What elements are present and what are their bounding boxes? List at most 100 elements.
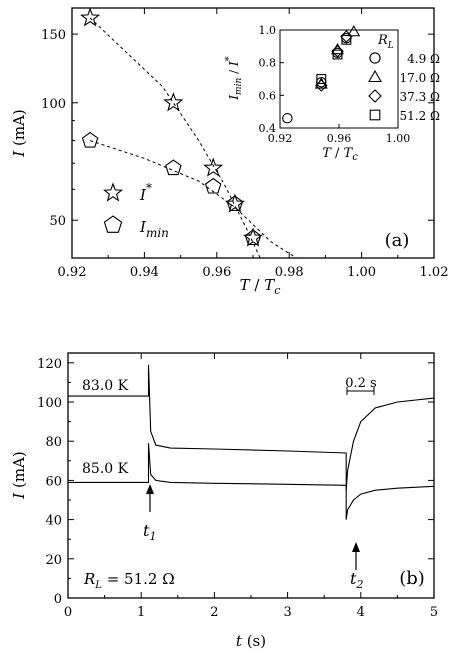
trace-label-83k: 83.0 K [82,378,129,394]
t1-label: t1 [143,521,156,543]
panel-a-x-label: T / Tc [240,276,281,297]
b-y-tick-label: 80 [45,435,62,450]
inset-legend-label: 51.2 Ω [400,109,441,123]
pentagon-point [165,159,182,176]
legend-star-marker [102,182,124,202]
inset-legend-diamond [368,89,382,103]
b-y-tick-label: 20 [45,553,62,568]
pentagon-point [244,229,262,246]
pentagon-point [81,131,99,148]
pentagon-point [226,195,244,212]
legend-label-i-star: I* [139,181,152,204]
inset-y-tick-label: 0.6 [259,89,277,102]
scale-bar: 0.2 s [345,376,377,395]
inset-y-tick-label: 0.8 [259,57,277,70]
x-tick-label: 0.96 [202,265,231,280]
y-tick-label: 50 [49,214,66,229]
y-tick-label: 150 [41,28,66,43]
panel-b-x-ticks: 0 1 2 3 4 5 [64,353,438,620]
inset-y-tick-label: 0.4 [259,122,277,135]
t2-arrow: t2 [350,542,363,591]
panel-a-y-label: I (mA) [10,109,28,157]
b-y-tick-label: 60 [45,474,62,489]
trace-85k [68,443,435,520]
legend-label-i-min: Imin [139,218,169,240]
legend-pentagon [103,215,123,233]
pentagon-point [204,177,222,194]
star-point [242,227,264,247]
inset: 0.92 0.96 1.00 0.4 0.6 0.8 1.0 T / Tc Imin / … [224,24,440,163]
inset-x-label: T / Tc [322,146,358,163]
t1-arrow-head [146,484,154,494]
rl-annotation: RL = 51.2 Ω [83,570,175,591]
inset-y-label: Imin / I* [224,56,244,100]
panel-b: 0 1 2 3 4 5 0 20 40 60 80 100 120 83.0 K 85.0 K 0.2… [10,352,438,650]
b-y-tick-label: 120 [37,357,62,372]
trace-83k [68,364,435,491]
panel-a-x-ticks: 0.92 0.94 0.96 0.98 1.00 1.02 [58,8,449,280]
x-tick-label: 0.92 [58,265,87,280]
x-tick-label: 0.94 [130,265,159,280]
panel-b-traces [68,364,435,520]
inset-x-tick-label: 0.92 [268,132,293,145]
inset-legend-label: 17.0 Ω [400,71,441,85]
panel-b-y-label: I (mA) [10,451,28,499]
panel-a-points [79,7,264,247]
inset-y-tick-label: 1.0 [259,24,277,37]
inset-y-ticks: 0.4 0.6 0.8 1.0 [259,24,284,135]
x-tick-label: 1.02 [420,265,449,280]
inset-legend-square [369,109,381,121]
b-x-tick-label: 2 [210,605,218,620]
panel-b-y-ticks: 0 20 40 60 80 100 120 [37,357,434,607]
y-tick-label: 100 [41,97,66,112]
b-x-tick-label: 0 [64,605,72,620]
pentagon-fit-line [89,140,297,259]
inset-legend-label: 37.3 Ω [400,90,441,104]
panel-a-y-ticks: 50 100 150 [41,28,434,229]
star-fit-line [89,17,261,259]
t2-arrow-head [352,542,360,552]
inset-square-point [332,49,343,60]
inset-diamond-point [340,30,353,43]
scale-bar-label: 0.2 s [345,376,376,391]
inset-legend-label: 4.9 Ω [407,52,440,66]
t2-label: t2 [350,569,363,591]
star-point [224,193,246,213]
inset-square-point [341,34,352,45]
panel-a-label: (a) [385,230,410,251]
star-point [163,92,184,112]
panel-b-x-label: t (s) [236,632,266,650]
legend-star [102,182,124,202]
panel-b-label: (b) [399,568,425,589]
b-x-tick-label: 1 [137,605,145,620]
legend-pentagon-marker [103,215,123,233]
x-tick-label: 1.00 [347,265,376,280]
inset-x-tick-label: 1.00 [386,132,411,145]
b-x-tick-label: 4 [357,605,365,620]
star-point [203,157,224,177]
inset-diamond-point [331,44,344,58]
b-y-tick-label: 100 [37,396,62,411]
trace-label-85k: 85.0 K [82,461,129,477]
panel-a-legend: I* Imin [102,181,169,240]
inset-x-tick-label: 0.96 [327,132,352,145]
b-x-tick-label: 5 [430,605,438,620]
b-x-tick-label: 3 [283,605,291,620]
inset-legend-circle [369,52,381,64]
inset-points [282,25,361,124]
inset-legend-title: RL [377,33,394,51]
inset-triangle-point [347,25,361,37]
x-tick-label: 0.98 [275,265,304,280]
t1-arrow: t1 [143,484,156,543]
inset-x-ticks: 0.92 0.96 1.00 [268,124,411,145]
b-y-tick-label: 40 [45,514,62,529]
panel-a: 0.92 0.94 0.96 0.98 1.00 1.02 50 100 150 T / Tc… [10,7,449,297]
panel-a-fit-lines [89,17,297,259]
inset-square-point [316,74,327,84]
inset-legend: 4.9 Ω 17.0 Ω 37.3 Ω 51.2 Ω [368,52,441,123]
b-y-tick-label: 0 [54,592,62,607]
inset-circle-point [282,112,293,124]
star-point [79,7,101,27]
inset-legend-triangle [368,69,382,83]
